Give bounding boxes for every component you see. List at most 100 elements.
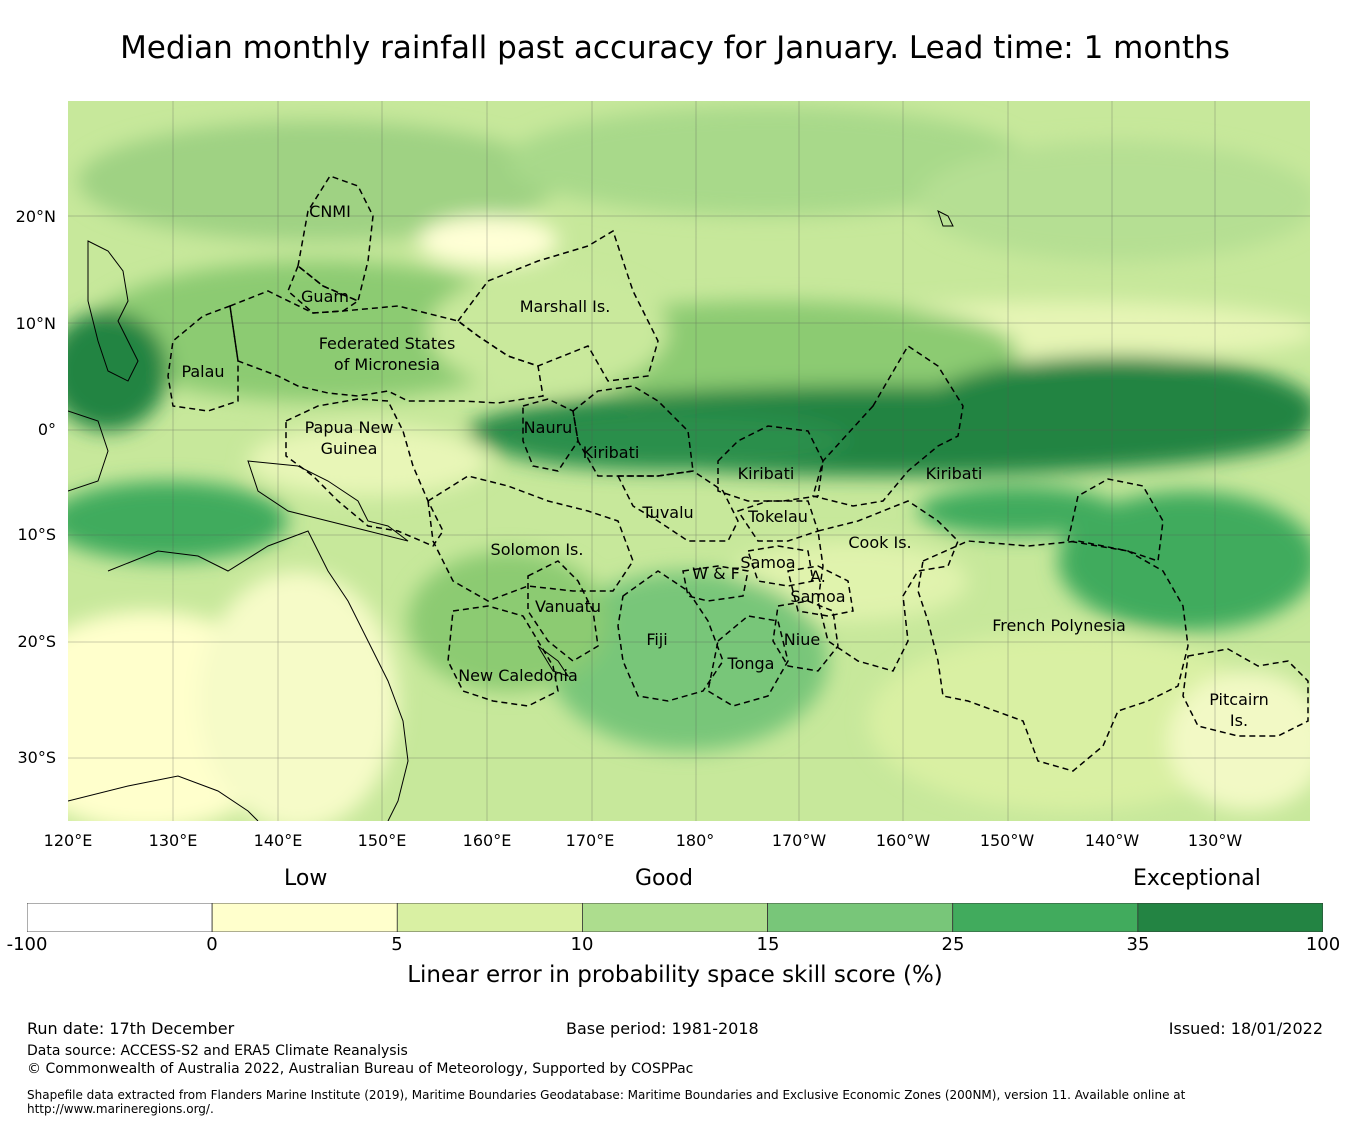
lon-tick-130w: 130°W: [1187, 831, 1243, 850]
region-label-fiji: Fiji: [646, 630, 667, 649]
legend-category-low: Low: [284, 866, 328, 891]
lon-tick-140e: 140°E: [253, 831, 303, 850]
shapefile-note: Shapefile data extracted from Flanders M…: [27, 1088, 1186, 1116]
new-caledonia-coastline: [537, 645, 570, 677]
eez-niue: [772, 600, 839, 672]
lon-tick-150w: 150°W: [979, 831, 1035, 850]
colorbar-tick: -100: [6, 934, 48, 955]
lon-tick-170e: 170°E: [565, 831, 615, 850]
eez-new-caledonia: [447, 605, 559, 707]
colorbar-tick: 0: [206, 934, 218, 955]
lat-tick-20n: 20°N: [15, 207, 56, 226]
borneo-coastline: [68, 410, 109, 492]
region-label-fsm-line1: Federated States: [319, 334, 456, 353]
region-label-tuvalu: Tuvalu: [641, 503, 693, 522]
region-label-fsm-line2: of Micronesia: [334, 355, 440, 374]
eez-fiji: [617, 570, 724, 702]
eez-french-polynesia: [917, 540, 1189, 772]
eez-fsm: [229, 290, 544, 404]
lat-tick-0: 0°: [37, 420, 56, 439]
eez-nauru: [522, 398, 579, 472]
copyright: © Commonwealth of Australia 2022, Austra…: [27, 1061, 694, 1077]
lat-tick-10n: 10°N: [15, 314, 56, 333]
lon-tick-140w: 140°W: [1084, 831, 1140, 850]
region-label-niue: Niue: [784, 630, 820, 649]
region-label-vanuatu: Vanuatu: [535, 597, 601, 616]
colorbar-bin: [396, 903, 583, 932]
issued-date: Issued: 18/01/2022: [1168, 1019, 1323, 1038]
colorbar-tick: 25: [941, 934, 965, 955]
lon-tick-180: 180°: [675, 831, 715, 850]
region-label-marshall: Marshall Is.: [520, 297, 611, 316]
eez-american-samoa: [787, 565, 854, 617]
lon-tick-170w: 170°W: [771, 831, 827, 850]
colorbar-tick: 10: [570, 934, 594, 955]
region-label-solomon: Solomon Is.: [491, 540, 584, 559]
region-label-nauru: Nauru: [524, 418, 573, 437]
base-period: Base period: 1981-2018: [566, 1019, 759, 1038]
region-label-new-caledonia: New Caledonia: [458, 666, 578, 685]
colorbar-tick: 35: [1126, 934, 1150, 955]
eez-cook: [817, 500, 959, 672]
region-label-american-samoa-line1: A.: [810, 567, 826, 586]
region-label-samoa: Samoa: [740, 553, 795, 572]
lon-tick-150e: 150°E: [357, 831, 407, 850]
hawaii-coastline: [937, 210, 954, 227]
region-label-pitcairn-line1: Pitcairn: [1209, 690, 1269, 709]
eez-pitcairn: [1182, 648, 1309, 737]
eez-solomon: [427, 475, 634, 602]
eez-marshall: [456, 229, 659, 382]
colorbar-tick: 15: [756, 934, 780, 955]
legend-category-exceptional: Exceptional: [1133, 866, 1261, 891]
region-label-png-line2: Guinea: [321, 439, 378, 458]
eez-samoa: [747, 545, 814, 587]
lon-tick-160w: 160°W: [875, 831, 931, 850]
colorbar-bin: [582, 903, 768, 932]
colorbar-bin: [767, 903, 954, 932]
lat-tick-10s: 10°S: [17, 525, 56, 544]
eez-wallis-futuna: [682, 565, 749, 602]
region-label-french-polynesia: French Polynesia: [992, 616, 1126, 635]
region-label-kiribati-phoenix: Kiribati: [738, 464, 795, 483]
lon-tick-130e: 130°E: [148, 831, 198, 850]
colorbar-bin: [952, 903, 1139, 932]
region-label-tonga: Tonga: [727, 654, 775, 673]
philippines-coastline: [87, 240, 139, 382]
colorbar-tick: 100: [1305, 934, 1341, 955]
region-label-kiribati-line: Kiribati: [926, 464, 983, 483]
eez-kiribati-gilbert: [572, 385, 694, 477]
region-label-wallis-futuna: W & F: [692, 564, 740, 583]
region-label-cnmi: CNMI: [309, 202, 351, 221]
eez-png: [285, 398, 444, 547]
region-label-pitcairn-line2: Is.: [1230, 711, 1248, 730]
eez-tonga: [707, 615, 789, 707]
lat-tick-30s: 30°S: [17, 748, 56, 767]
eez-vanuatu: [527, 560, 599, 662]
new-guinea-coastline: [247, 460, 409, 542]
eez-french-polynesia-marquesas: [1067, 478, 1164, 563]
colorbar-bin: [211, 903, 398, 932]
rainfall-skill-map[interactable]: CNMI Guam Marshall Is. Federated States …: [68, 101, 1310, 821]
data-source: Data source: ACCESS-S2 and ERA5 Climate …: [27, 1043, 408, 1059]
colorbar-bin: [1137, 903, 1323, 932]
lon-tick-120e: 120°E: [43, 831, 93, 850]
eez-kiribati-line: [812, 344, 964, 507]
eez-palau: [167, 304, 239, 412]
colorbar-tick: 5: [391, 934, 403, 955]
region-label-american-samoa-line2: Samoa: [790, 587, 845, 606]
run-date: Run date: 17th December: [27, 1019, 235, 1038]
colorbar-axis-label: Linear error in probability space skill …: [407, 962, 943, 988]
lat-tick-20s: 20°S: [17, 632, 56, 651]
region-label-tokelau: Tokelau: [747, 507, 808, 526]
australia-south-coastline: [68, 775, 259, 821]
region-label-kiribati-gilbert: Kiribati: [583, 443, 640, 462]
legend-category-good: Good: [635, 866, 693, 891]
lon-tick-160e: 160°E: [462, 831, 512, 850]
region-label-palau: Palau: [181, 362, 224, 381]
region-label-png-line1: Papua New: [305, 418, 394, 437]
eez-kiribati-phoenix: [717, 425, 824, 502]
region-label-cook: Cook Is.: [848, 533, 911, 552]
map-title: Median monthly rainfall past accuracy fo…: [120, 30, 1230, 66]
colorbar-bin: [27, 903, 213, 932]
skill-score-colorbar: [27, 903, 1323, 932]
